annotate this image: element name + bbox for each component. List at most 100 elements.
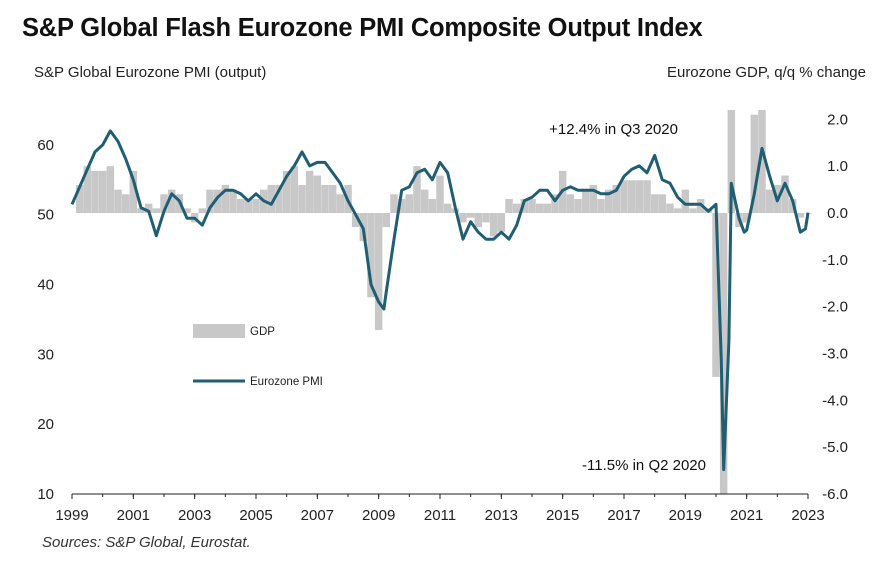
gdp-bar: [305, 170, 314, 214]
x-tick-label: 2023: [791, 507, 824, 524]
gdp-bar: [612, 184, 621, 214]
right-tick-label: -6.0: [822, 486, 848, 503]
gdp-bar: [313, 175, 322, 214]
gdp-bar: [474, 213, 483, 228]
gdp-bar: [543, 203, 552, 214]
gdp-bar: [121, 194, 130, 214]
gdp-bar: [98, 170, 107, 214]
left-tick-label: 60: [37, 137, 54, 154]
left-axis-label: S&P Global Eurozone PMI (output): [34, 64, 267, 81]
right-tick-label: -5.0: [822, 439, 848, 456]
gdp-bar: [681, 189, 690, 214]
legend-pmi-label: Eurozone PMI: [250, 376, 323, 388]
x-tick-label: 2001: [117, 507, 150, 524]
gdp-bar: [83, 166, 92, 214]
x-tick-label: 2003: [178, 507, 211, 524]
gdp-bar: [566, 194, 575, 214]
gdp-bar: [497, 213, 506, 232]
gdp-bar: [796, 213, 805, 218]
gdp-bar: [106, 166, 115, 214]
gdp-bar: [167, 189, 176, 214]
gdp-bar: [466, 213, 475, 218]
gdp-bar: [244, 198, 253, 214]
x-tick-label: 2005: [239, 507, 272, 524]
gdp-bar: [781, 175, 789, 214]
x-tick-label: 2017: [607, 507, 640, 524]
gdp-bar: [328, 184, 337, 214]
gdp-bar: [420, 189, 429, 214]
gdp-bar: [750, 114, 759, 214]
gdp-bar: [635, 180, 644, 214]
gdp-bar: [160, 194, 168, 214]
gdp-bar: [405, 194, 414, 214]
x-tick-label: 2007: [301, 507, 334, 524]
gdp-bar: [443, 203, 452, 214]
gdp-bar: [336, 194, 345, 214]
gdp-bar: [351, 213, 360, 228]
left-tick-label: 30: [37, 346, 54, 363]
source-note: Sources: S&P Global, Eurostat.: [42, 534, 251, 551]
tick-labels: 10 20 30 40 50 60 2.0 1.0 0.0 -1.0 -2.0 -3.0 -4.0 -5.…: [37, 111, 848, 524]
gdp-bar: [114, 189, 122, 214]
x-tick-label: 2011: [424, 507, 456, 524]
gdp-bar: [520, 198, 529, 214]
gdp-bar: [275, 184, 283, 214]
gdp-bar: [236, 198, 245, 214]
gdp-bar: [229, 189, 237, 214]
right-tick-label: -3.0: [822, 346, 848, 363]
gdp-bar: [221, 184, 230, 214]
gdp-bar: [535, 203, 544, 214]
gdp-bar: [666, 203, 674, 214]
gdp-bar: [597, 198, 605, 214]
gdp-bar: [137, 208, 145, 214]
legend-gdp-label: GDP: [250, 326, 275, 338]
gdp-bar: [712, 213, 720, 377]
right-axis-label: Eurozone GDP, q/q % change: [666, 64, 866, 81]
left-tick-label: 50: [37, 207, 54, 224]
gdp-bar: [75, 184, 84, 214]
gdp-bar: [581, 189, 590, 214]
gdp-bar: [528, 198, 536, 214]
gdp-bar: [129, 170, 138, 214]
gdp-bar: [551, 194, 559, 214]
gdp-bar: [620, 180, 628, 214]
gdp-bar: [742, 213, 751, 223]
annotation-q2-2020: -11.5% in Q2 2020: [582, 457, 706, 474]
right-tick-label: 1.0: [827, 158, 848, 175]
gdp-bar: [650, 194, 659, 214]
gdp-bar: [604, 189, 613, 214]
right-tick-label: 0.0: [827, 205, 848, 222]
gdp-bar: [282, 170, 291, 214]
gdp-bar: [252, 198, 260, 214]
gdp-bar: [397, 198, 406, 214]
gdp-bar: [367, 213, 375, 298]
x-tick-label: 2009: [362, 507, 395, 524]
gdp-bar: [689, 208, 697, 214]
x-tick-label: 2019: [669, 507, 702, 524]
gdp-bar: [482, 213, 490, 223]
gdp-bar: [213, 189, 222, 214]
x-tick-label: 1999: [55, 507, 88, 524]
gdp-bar: [428, 198, 437, 214]
gdp-bar: [627, 180, 636, 214]
gdp-bar: [144, 203, 153, 214]
gdp-bar: [298, 184, 306, 214]
gdp-bar: [489, 213, 498, 237]
gdp-bar: [206, 189, 214, 214]
annotation-q3-2020: +12.4% in Q3 2020: [549, 121, 678, 138]
x-tick-label: 2021: [730, 507, 763, 524]
gdp-bar: [658, 194, 667, 214]
gdp-bar: [727, 110, 736, 214]
gdp-bar: [267, 184, 276, 214]
gdp-bar: [512, 203, 521, 214]
left-tick-label: 40: [37, 277, 54, 294]
left-tick-label: 20: [37, 416, 54, 433]
gdp-bar: [673, 208, 682, 214]
gdp-bar: [719, 213, 728, 494]
gdp-bar: [413, 166, 421, 214]
gdp-bar: [382, 213, 391, 228]
gdp-bar: [436, 175, 444, 214]
left-tick-label: 10: [37, 486, 54, 503]
right-tick-label: -4.0: [822, 392, 848, 409]
